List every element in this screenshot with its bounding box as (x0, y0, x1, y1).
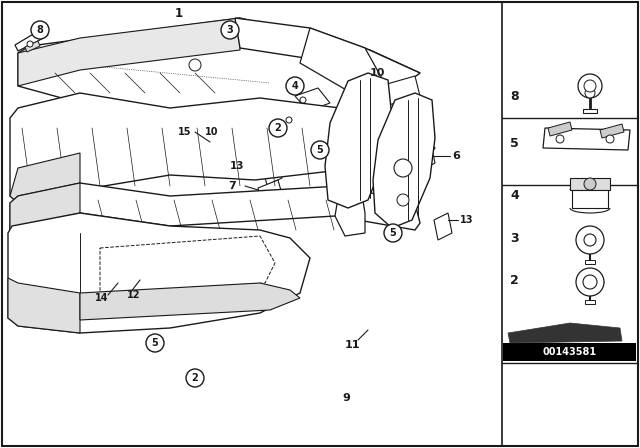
Circle shape (286, 77, 304, 95)
Polygon shape (508, 323, 622, 343)
Polygon shape (335, 183, 365, 236)
Polygon shape (543, 128, 630, 150)
Circle shape (186, 369, 204, 387)
Polygon shape (10, 183, 420, 233)
Polygon shape (572, 190, 608, 208)
Text: 3: 3 (227, 25, 234, 35)
Circle shape (269, 119, 287, 137)
Text: 10: 10 (205, 127, 218, 137)
Circle shape (311, 141, 329, 159)
Text: 8: 8 (36, 25, 44, 35)
Text: 5: 5 (390, 228, 396, 238)
Bar (503, 343, 636, 361)
Polygon shape (258, 180, 282, 202)
Bar (585, 260, 595, 264)
Text: 3: 3 (510, 232, 518, 245)
Circle shape (584, 234, 596, 246)
Circle shape (606, 135, 614, 143)
Text: 2: 2 (510, 273, 519, 287)
Polygon shape (8, 213, 310, 333)
Polygon shape (263, 163, 282, 185)
Polygon shape (278, 110, 305, 131)
Text: 00143581: 00143581 (543, 347, 597, 357)
Polygon shape (570, 178, 610, 190)
Text: 9: 9 (342, 393, 350, 403)
Polygon shape (548, 122, 572, 136)
Polygon shape (25, 41, 40, 52)
Polygon shape (80, 283, 300, 320)
Polygon shape (325, 73, 392, 208)
Text: 4: 4 (292, 81, 298, 91)
Circle shape (578, 74, 602, 98)
Polygon shape (380, 76, 420, 106)
Text: 5: 5 (510, 137, 519, 150)
Text: 13: 13 (230, 161, 244, 171)
Text: 13: 13 (460, 215, 474, 225)
Text: 2: 2 (191, 373, 198, 383)
Bar (583, 109, 597, 113)
Circle shape (576, 268, 604, 296)
Text: 4: 4 (510, 189, 519, 202)
Polygon shape (295, 88, 330, 111)
Circle shape (394, 159, 412, 177)
Text: 11: 11 (345, 340, 360, 350)
Circle shape (189, 59, 201, 71)
Bar (585, 300, 595, 304)
Text: 12: 12 (127, 290, 141, 300)
Circle shape (146, 334, 164, 352)
Circle shape (300, 97, 306, 103)
Text: 7: 7 (228, 181, 236, 191)
Text: 10: 10 (370, 68, 385, 78)
Polygon shape (10, 183, 80, 233)
Circle shape (584, 178, 596, 190)
Polygon shape (8, 278, 80, 333)
Circle shape (31, 21, 49, 39)
Text: 8: 8 (510, 90, 518, 103)
Text: 2: 2 (275, 123, 282, 133)
Text: 6: 6 (452, 151, 460, 161)
Text: 5: 5 (152, 338, 158, 348)
Text: 5: 5 (317, 145, 323, 155)
Circle shape (583, 275, 597, 289)
Circle shape (27, 41, 33, 47)
Polygon shape (100, 236, 275, 293)
Polygon shape (15, 30, 48, 51)
Text: 15: 15 (178, 127, 191, 137)
Polygon shape (600, 124, 624, 138)
Text: 1: 1 (175, 7, 183, 20)
Polygon shape (434, 213, 452, 240)
Circle shape (556, 135, 564, 143)
Polygon shape (373, 93, 435, 228)
Polygon shape (235, 18, 420, 88)
Polygon shape (300, 28, 390, 98)
Circle shape (584, 80, 596, 92)
Polygon shape (10, 153, 80, 203)
Text: 14: 14 (95, 293, 109, 303)
Circle shape (397, 194, 409, 206)
Circle shape (221, 21, 239, 39)
Polygon shape (18, 18, 240, 86)
Circle shape (585, 88, 595, 98)
Polygon shape (415, 140, 435, 171)
Polygon shape (10, 93, 435, 203)
Circle shape (286, 117, 292, 123)
Polygon shape (18, 18, 420, 120)
Circle shape (384, 224, 402, 242)
Circle shape (576, 226, 604, 254)
